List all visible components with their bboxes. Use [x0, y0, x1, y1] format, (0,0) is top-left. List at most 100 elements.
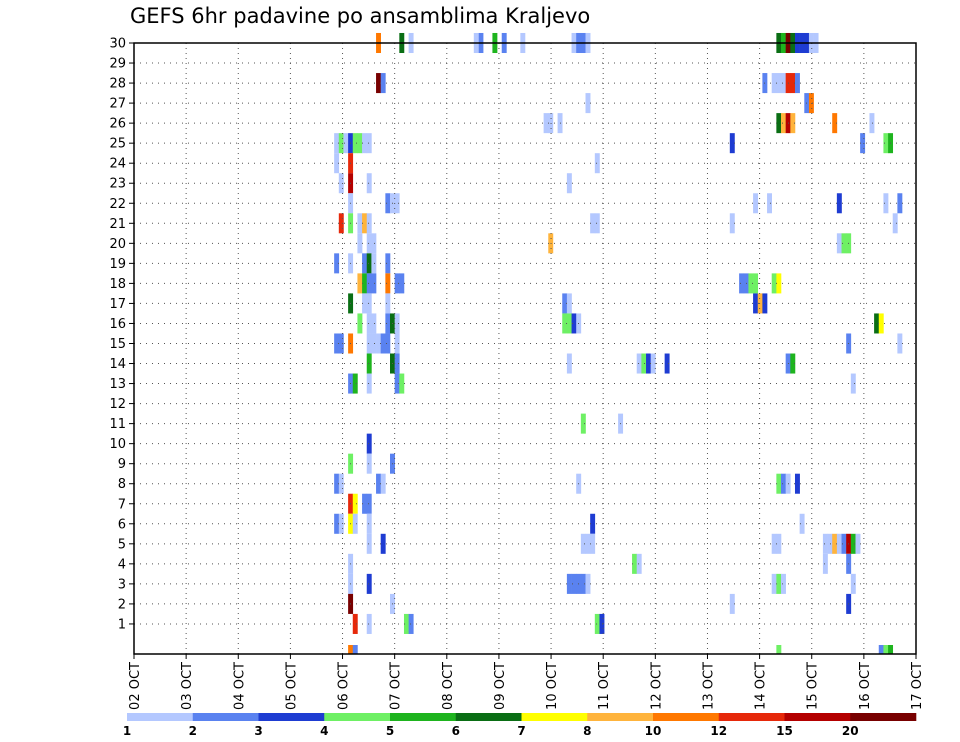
- x-tick-label: 10 OCT: [545, 662, 560, 710]
- x-tick-label: 02 OCT: [128, 662, 143, 710]
- heatmap-cell: [566, 353, 572, 374]
- heatmap-cell: [380, 333, 386, 354]
- heatmap-cell: [580, 413, 586, 434]
- heatmap-cell: [394, 273, 400, 294]
- x-tick-label: 09 OCT: [493, 662, 508, 710]
- heatmap-cell: [385, 313, 391, 334]
- heatmap-cell: [585, 533, 591, 554]
- cells-layer: [334, 32, 903, 654]
- x-tick-label: 03 OCT: [180, 662, 195, 710]
- heatmap-cell: [878, 645, 884, 654]
- heatmap-cell: [362, 213, 368, 234]
- legend-label: 1: [123, 724, 131, 738]
- heatmap-cell: [776, 533, 782, 554]
- heatmap-cell: [571, 573, 577, 594]
- heatmap-cell: [352, 493, 358, 514]
- heatmap-cell: [338, 333, 344, 354]
- heatmap-cell: [590, 513, 596, 534]
- y-tick-label: 2: [118, 597, 126, 612]
- heatmap-cell: [771, 273, 777, 294]
- heatmap-cell: [585, 93, 591, 114]
- heatmap-cell: [822, 533, 828, 554]
- y-tick-label: 17: [109, 297, 126, 312]
- heatmap-cell: [794, 473, 800, 494]
- heatmap-cell: [380, 473, 386, 494]
- heatmap-cell: [566, 573, 572, 594]
- y-tick-label: 5: [118, 537, 126, 552]
- heatmap-cell: [352, 613, 358, 634]
- y-tick-label: 12: [109, 397, 126, 412]
- chart-title: GEFS 6hr padavine po ansamblima Kraljevo: [130, 4, 591, 28]
- heatmap-cell: [394, 313, 400, 334]
- heatmap-cell: [394, 373, 400, 394]
- heatmap-cell: [352, 513, 358, 534]
- heatmap-cell: [566, 293, 572, 314]
- heatmap-cell: [771, 73, 777, 94]
- legend-label: 7: [517, 724, 525, 738]
- heatmap-cell: [371, 233, 377, 254]
- heatmap-cell: [781, 573, 786, 594]
- heatmap-cell: [632, 553, 638, 574]
- heatmap-cell: [366, 493, 372, 514]
- x-tick-label: 05 OCT: [284, 662, 299, 710]
- y-tick-label: 16: [109, 317, 126, 332]
- heatmap-cell: [776, 273, 782, 294]
- heatmap-cell: [571, 313, 577, 334]
- heatmap-cell: [334, 133, 340, 154]
- x-tick-label: 06 OCT: [337, 662, 352, 710]
- heatmap-cell: [338, 133, 344, 154]
- heatmap-cell: [771, 573, 777, 594]
- heatmap-cell: [366, 333, 372, 354]
- heatmap-cell: [366, 573, 372, 594]
- heatmap-cell: [376, 333, 381, 354]
- heatmap-cell: [562, 293, 568, 314]
- heatmap-cell: [776, 645, 782, 654]
- legend-swatch: [455, 713, 522, 721]
- heatmap-cell: [650, 353, 656, 374]
- y-tick-label: 6: [118, 517, 126, 532]
- heatmap-cell: [790, 113, 796, 134]
- heatmap-cell: [776, 473, 782, 494]
- heatmap-cell: [357, 273, 363, 294]
- heatmap-cell: [357, 233, 363, 254]
- x-tick-label: 16 OCT: [858, 662, 873, 710]
- heatmap-cell: [338, 213, 344, 234]
- heatmap-cell: [543, 113, 549, 134]
- heatmap-cell: [599, 613, 605, 634]
- heatmap-cell: [562, 313, 568, 334]
- heatmap-cell: [757, 293, 763, 314]
- y-tick-label: 14: [109, 357, 126, 372]
- x-tick-label: 14 OCT: [754, 662, 769, 710]
- heatmap-cell: [366, 273, 372, 294]
- heatmap-cell: [366, 133, 372, 154]
- heatmap-cell: [836, 533, 842, 554]
- legend-swatch: [784, 713, 851, 721]
- heatmap-cell: [385, 273, 391, 294]
- heatmap-cell: [580, 573, 586, 594]
- legend-swatch: [587, 713, 654, 721]
- heatmap-cell: [776, 573, 782, 594]
- x-tick-label: 08 OCT: [441, 662, 456, 710]
- heatmap-cell: [753, 273, 759, 294]
- y-tick-label: 27: [109, 97, 126, 112]
- heatmap-cell: [334, 333, 340, 354]
- heatmap-cell: [781, 73, 786, 94]
- heatmap-cell: [781, 473, 786, 494]
- legend-swatch: [850, 713, 917, 721]
- heatmap-cell: [590, 533, 596, 554]
- legend-label: 15: [776, 724, 793, 738]
- heatmap-cell: [897, 333, 903, 354]
- heatmap-cell: [366, 173, 372, 194]
- y-tick-label: 19: [109, 257, 126, 272]
- heatmap-cell: [380, 73, 386, 94]
- heatmap-cell: [366, 353, 372, 374]
- x-axis: 02 OCT 03 OCT 04 OCT 05 OCT 06 OCT 07 OCT 08 O…: [128, 654, 925, 710]
- heatmap-cell: [739, 273, 745, 294]
- heatmap-cell: [860, 133, 866, 154]
- legend-swatch: [653, 713, 720, 721]
- heatmap-cell: [371, 333, 377, 354]
- heatmap-cell: [357, 313, 363, 334]
- heatmap-cell: [594, 213, 600, 234]
- heatmap-cell: [366, 433, 372, 454]
- heatmap-cell: [357, 213, 363, 234]
